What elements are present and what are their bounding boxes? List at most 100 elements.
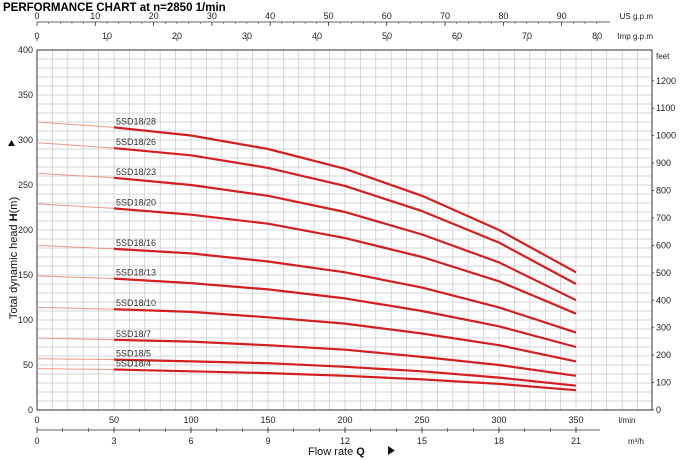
curve-5SD18-23 — [113, 176, 577, 302]
x2-tick-label: 0 — [34, 436, 39, 446]
curve-lead-5SD18-4 — [36, 368, 115, 370]
x-top-tick-label: 60 — [382, 11, 392, 21]
x-top2-tick-label: 60 — [452, 31, 462, 41]
y-tick-label: 50 — [23, 360, 33, 370]
x-tick-label: 150 — [260, 415, 275, 425]
x-top-unit: US g.p.m — [620, 12, 654, 21]
y-right-tick-label: 300 — [656, 323, 671, 333]
x-top2-unit: Imp g.p.m — [617, 32, 653, 41]
plot-border — [36, 49, 653, 411]
axis-titles: Total dynamic head H(m) Flow rate Q — [8, 140, 395, 458]
x-tick-label: 200 — [337, 415, 352, 425]
curve-5SD18-7 — [113, 338, 577, 377]
curve-5SD18-20 — [113, 207, 577, 315]
curve-5SD18-4 — [113, 368, 577, 392]
plot-frame — [36, 49, 653, 411]
x-axis-title: Flow rate Q — [308, 446, 365, 458]
curve-lead-5SD18-28 — [36, 121, 115, 128]
y-right-tick-label: 500 — [656, 268, 671, 278]
y-right-tick-label: 200 — [656, 350, 671, 360]
y-right-tick-label: 1200 — [656, 76, 676, 86]
y-title-unit: (m) — [8, 197, 20, 214]
grid — [37, 50, 652, 410]
x-top-tick-label: 10 — [90, 11, 100, 21]
series-label-5SD18-26: 5SD18/26 — [116, 137, 156, 147]
y-tick-label: 350 — [18, 90, 33, 100]
curve-5SD18-13 — [113, 277, 577, 349]
series-label-5SD18-5: 5SD18/5 — [116, 349, 151, 359]
series-label-5SD18-23: 5SD18/23 — [116, 167, 156, 177]
y-right-tick-label: 700 — [656, 213, 671, 223]
x-top2-tick-label: 50 — [382, 31, 392, 41]
y-right-tick-label: 400 — [656, 295, 671, 305]
curve-lead-5SD18-16 — [36, 244, 115, 250]
x-top-tick-label: 0 — [34, 11, 39, 21]
x-unit-m3h: m³/h — [628, 437, 644, 446]
up-arrow-icon — [8, 140, 15, 146]
y-tick-label: 200 — [18, 225, 33, 235]
series-label-5SD18-28: 5SD18/28 — [116, 116, 156, 126]
x2-tick-label: 3 — [111, 436, 116, 446]
y-tick-label: 300 — [18, 135, 33, 145]
x-top2-tick-label: 70 — [522, 31, 532, 41]
x-top2-tick-label: 40 — [312, 31, 322, 41]
curve-5SD18-26 — [113, 147, 577, 285]
series-label-5SD18-13: 5SD18/13 — [116, 268, 156, 278]
y-tick-label: 400 — [18, 45, 33, 55]
x-top2-tick-label: 20 — [172, 31, 182, 41]
x-top-tick-label: 20 — [149, 11, 159, 21]
x2-tick-label: 9 — [265, 436, 270, 446]
chart-title: PERFORMANCE CHART at n=2850 1/min — [3, 2, 226, 14]
x-top-tick-label: 50 — [323, 11, 333, 21]
x-tick-label: 300 — [491, 415, 506, 425]
x2-tick-label: 18 — [494, 436, 504, 446]
axis-ticks: 050100150200250300350400feet010020030040… — [18, 11, 676, 446]
y-right-tick-label: 800 — [656, 186, 671, 196]
curve-lead-5SD18-20 — [36, 203, 115, 209]
x-top2-tick-label: 80 — [592, 31, 602, 41]
curves — [36, 121, 577, 392]
y-right-tick-label: 0 — [656, 405, 661, 415]
y-right-unit: feet — [656, 52, 670, 61]
x2-tick-label: 6 — [188, 436, 193, 446]
y-right-tick-label: 900 — [656, 158, 671, 168]
right-arrow-icon — [388, 446, 395, 455]
x-tick-label: 0 — [34, 415, 39, 425]
y-axis-title: Total dynamic head H(m) — [8, 197, 20, 319]
x-tick-label: 50 — [109, 415, 119, 425]
curve-lead-5SD18-26 — [36, 142, 115, 149]
curve-5SD18-10 — [113, 308, 577, 363]
x-title-text: Flow rate — [308, 446, 356, 458]
x-top2-tick-label: 30 — [242, 31, 252, 41]
x-top2-tick-label: 10 — [102, 31, 112, 41]
x-tick-label: 350 — [568, 415, 583, 425]
y-tick-label: 0 — [28, 405, 33, 415]
y-right-tick-label: 1000 — [656, 131, 676, 141]
x2-tick-label: 12 — [340, 436, 350, 446]
x-top-tick-label: 90 — [557, 11, 567, 21]
curve-lead-5SD18-13 — [36, 275, 115, 280]
y-right-tick-label: 1100 — [656, 103, 675, 113]
y-right-tick-label: 600 — [656, 240, 671, 250]
curve-lead-5SD18-7 — [36, 337, 115, 341]
x-top-tick-label: 70 — [440, 11, 450, 21]
series-label-5SD18-10: 5SD18/10 — [116, 298, 156, 308]
curve-lead-5SD18-10 — [36, 306, 115, 310]
curve-5SD18-16 — [113, 247, 577, 334]
y-title-text: Total dynamic head — [8, 221, 20, 319]
x-title-symbol: Q — [356, 446, 365, 458]
x2-tick-label: 15 — [417, 436, 427, 446]
x2-tick-label: 21 — [571, 436, 581, 446]
x-unit-lmin: l/min — [619, 416, 636, 425]
x-tick-label: 100 — [183, 415, 198, 425]
y-tick-label: 250 — [18, 180, 33, 190]
y-tick-label: 150 — [18, 270, 33, 280]
x-top-tick-label: 30 — [207, 11, 217, 21]
y-title-symbol: H — [8, 213, 20, 221]
curve-5SD18-5 — [113, 358, 577, 387]
y-right-tick-label: 100 — [656, 378, 671, 388]
series-label-5SD18-16: 5SD18/16 — [116, 238, 156, 248]
x-top-tick-label: 40 — [265, 11, 275, 21]
x-top-tick-label: 80 — [498, 11, 508, 21]
